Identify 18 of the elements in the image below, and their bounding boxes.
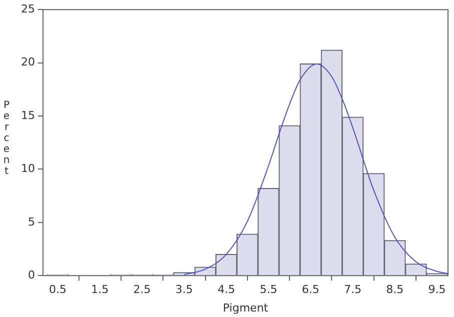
- y-tick-label: 25: [20, 2, 35, 16]
- y-tick-label: 10: [20, 162, 35, 176]
- x-tick-label: 0.5: [48, 283, 66, 296]
- x-tick-label: 8.5: [386, 283, 404, 296]
- x-tick-label: 6.5: [302, 283, 320, 296]
- y-tick-label: 15: [20, 108, 35, 122]
- x-tick-label: 9.5: [428, 283, 446, 296]
- x-axis-title: Pigment: [222, 301, 269, 314]
- x-tick-label: 4.5: [218, 283, 236, 296]
- x-tick-label: 5.5: [260, 283, 278, 296]
- x-tick-label: 2.5: [133, 283, 151, 296]
- y-axis-title: Percent: [2, 100, 11, 177]
- y-tick-label: 20: [20, 56, 35, 69]
- x-tick-label: 3.5: [175, 283, 193, 296]
- y-tick-label: 0: [28, 268, 35, 282]
- x-tick-label: 1.5: [91, 283, 109, 296]
- y-tick-label: 5: [28, 215, 35, 228]
- x-tick-label: 7.5: [344, 283, 362, 296]
